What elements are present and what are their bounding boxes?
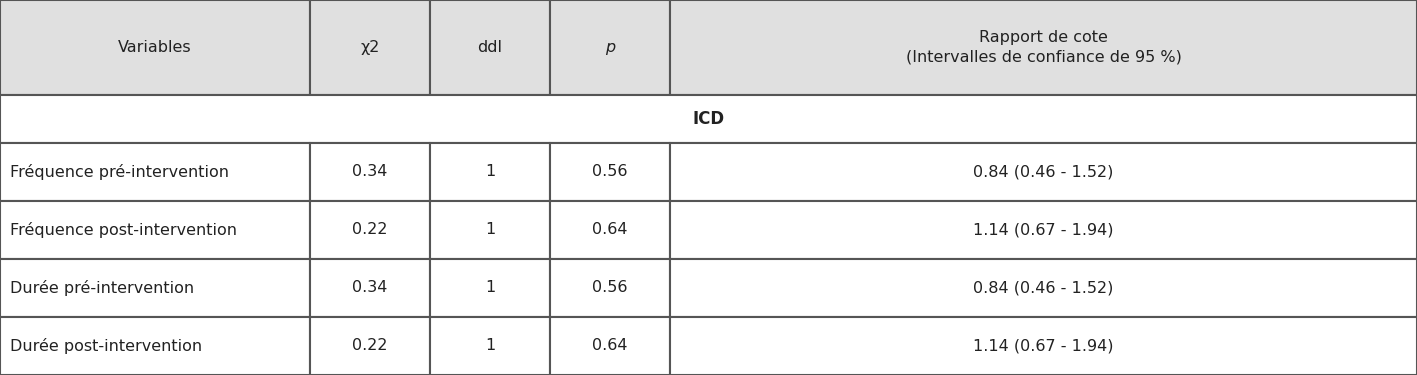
Bar bbox=[0, 201, 310, 259]
Bar bbox=[0, 95, 1417, 143]
Bar bbox=[670, 259, 1417, 317]
Text: 0.84 (0.46 - 1.52): 0.84 (0.46 - 1.52) bbox=[973, 165, 1114, 180]
Text: 1: 1 bbox=[485, 280, 495, 296]
Bar bbox=[550, 317, 670, 375]
Text: 1: 1 bbox=[485, 339, 495, 354]
Bar bbox=[0, 0, 310, 95]
Text: 0.22: 0.22 bbox=[353, 222, 388, 237]
Bar bbox=[310, 259, 429, 317]
Text: Fréquence post-intervention: Fréquence post-intervention bbox=[10, 222, 237, 238]
Text: 0.56: 0.56 bbox=[592, 165, 628, 180]
Bar bbox=[429, 0, 550, 95]
Bar bbox=[670, 317, 1417, 375]
Bar bbox=[0, 143, 310, 201]
Bar bbox=[550, 143, 670, 201]
Bar bbox=[550, 259, 670, 317]
Text: ICD: ICD bbox=[693, 110, 724, 128]
Bar bbox=[0, 317, 310, 375]
Text: Durée pré-intervention: Durée pré-intervention bbox=[10, 280, 194, 296]
Text: 1: 1 bbox=[485, 165, 495, 180]
Bar bbox=[429, 259, 550, 317]
Bar bbox=[429, 143, 550, 201]
Text: 1.14 (0.67 - 1.94): 1.14 (0.67 - 1.94) bbox=[973, 339, 1114, 354]
Bar bbox=[670, 201, 1417, 259]
Bar bbox=[670, 143, 1417, 201]
Text: χ2: χ2 bbox=[360, 40, 380, 55]
Bar bbox=[429, 201, 550, 259]
Text: 0.34: 0.34 bbox=[353, 280, 388, 296]
Text: 0.56: 0.56 bbox=[592, 280, 628, 296]
Bar bbox=[550, 0, 670, 95]
Text: Fréquence pré-intervention: Fréquence pré-intervention bbox=[10, 164, 230, 180]
Bar bbox=[310, 201, 429, 259]
Bar bbox=[310, 0, 429, 95]
Text: 1.14 (0.67 - 1.94): 1.14 (0.67 - 1.94) bbox=[973, 222, 1114, 237]
Text: p: p bbox=[605, 40, 615, 55]
Bar bbox=[550, 201, 670, 259]
Text: Variables: Variables bbox=[118, 40, 191, 55]
Text: Rapport de cote
(Intervalles de confiance de 95 %): Rapport de cote (Intervalles de confianc… bbox=[905, 30, 1182, 65]
Bar bbox=[310, 317, 429, 375]
Text: 0.64: 0.64 bbox=[592, 222, 628, 237]
Bar bbox=[310, 143, 429, 201]
Text: 0.34: 0.34 bbox=[353, 165, 388, 180]
Text: 0.64: 0.64 bbox=[592, 339, 628, 354]
Bar bbox=[0, 259, 310, 317]
Bar bbox=[670, 0, 1417, 95]
Text: 0.22: 0.22 bbox=[353, 339, 388, 354]
Text: 1: 1 bbox=[485, 222, 495, 237]
Text: 0.84 (0.46 - 1.52): 0.84 (0.46 - 1.52) bbox=[973, 280, 1114, 296]
Bar bbox=[429, 317, 550, 375]
Text: Durée post-intervention: Durée post-intervention bbox=[10, 338, 203, 354]
Text: ddl: ddl bbox=[478, 40, 503, 55]
